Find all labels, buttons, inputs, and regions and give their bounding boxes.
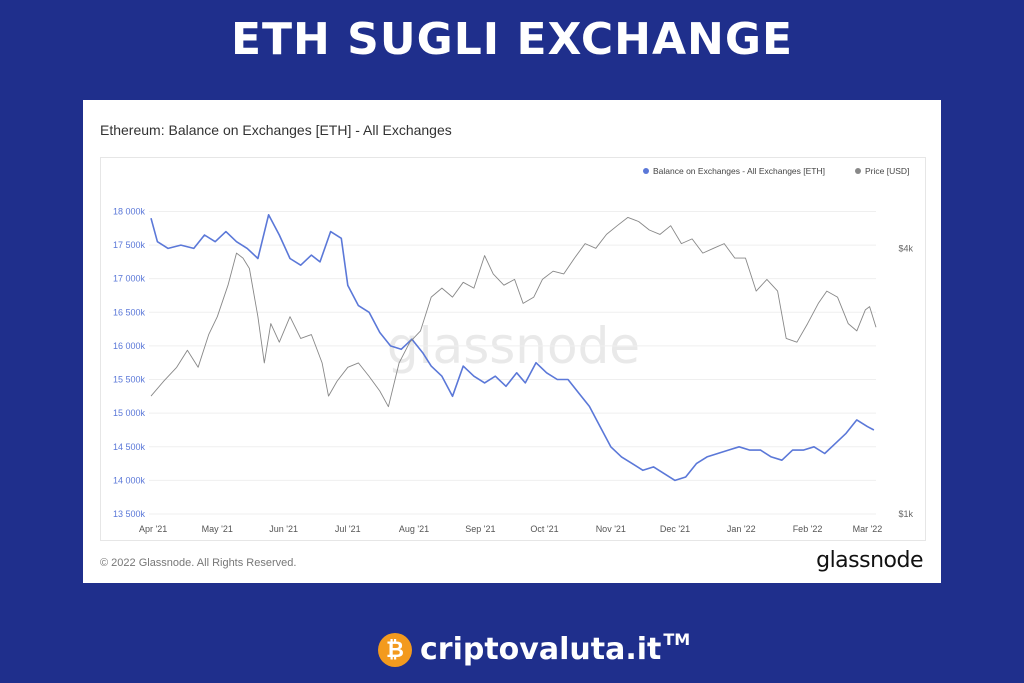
chart-title: Ethereum: Balance on Exchanges [ETH] - A…: [100, 122, 452, 138]
y-left-tick-label: 14 000k: [113, 475, 146, 485]
series-line-price: [150, 216, 877, 408]
y-left-tick-label: 15 500k: [113, 375, 146, 385]
y-right-tick-label: $4k: [898, 243, 913, 253]
legend-marker: [855, 168, 861, 174]
y-left-tick-label: 14 500k: [113, 442, 146, 452]
x-tick-label: Apr '21: [139, 524, 167, 534]
page-headline: ETH SUGLI EXCHANGE: [230, 14, 794, 65]
chart-card: Ethereum: Balance on Exchanges [ETH] - A…: [83, 100, 941, 583]
y-left-tick-label: 13 500k: [113, 509, 146, 519]
y-left-tick-label: 17 500k: [113, 240, 146, 250]
legend-label: Price [USD]: [865, 166, 909, 176]
legend-label: Balance on Exchanges - All Exchanges [ET…: [653, 166, 825, 176]
y-right-tick-label: $1k: [898, 509, 913, 519]
x-tick-label: May '21: [202, 524, 233, 534]
brand-name: criptovaluta.it: [420, 632, 662, 667]
glassnode-logo[interactable]: glassnode: [816, 548, 923, 573]
plot-frame: glassnode 13 500k 14 000k 14 500k 15 000k 15 …: [100, 157, 926, 541]
copyright-text: © 2022 Glassnode. All Rights Reserved.: [100, 557, 297, 569]
x-tick-label: Aug '21: [399, 524, 429, 534]
series-line-balance: [150, 214, 875, 482]
x-tick-label: Oct '21: [530, 524, 558, 534]
trademark-mark: TM: [663, 630, 691, 649]
y-left-tick-label: 18 000k: [113, 206, 146, 216]
y-left-tick-label: 16 500k: [113, 307, 146, 317]
brand-footer[interactable]: ₿ criptovaluta.it TM: [378, 630, 691, 667]
legend-marker: [643, 168, 649, 174]
x-tick-label: Jul '21: [335, 524, 361, 534]
y-left-tick-label: 15 000k: [113, 408, 146, 418]
x-tick-label: Sep '21: [465, 524, 495, 534]
x-tick-label: Jan '22: [727, 524, 756, 534]
x-tick-label: Jun '21: [269, 524, 298, 534]
y-left-tick-label: 17 000k: [113, 274, 146, 284]
y-left-tick-label: 16 000k: [113, 341, 146, 351]
x-tick-label: Feb '22: [793, 524, 823, 534]
bitcoin-coin-icon: ₿: [378, 632, 412, 667]
x-tick-label: Mar '22: [853, 524, 883, 534]
x-tick-label: Dec '21: [660, 524, 690, 534]
x-tick-label: Nov '21: [596, 524, 626, 534]
